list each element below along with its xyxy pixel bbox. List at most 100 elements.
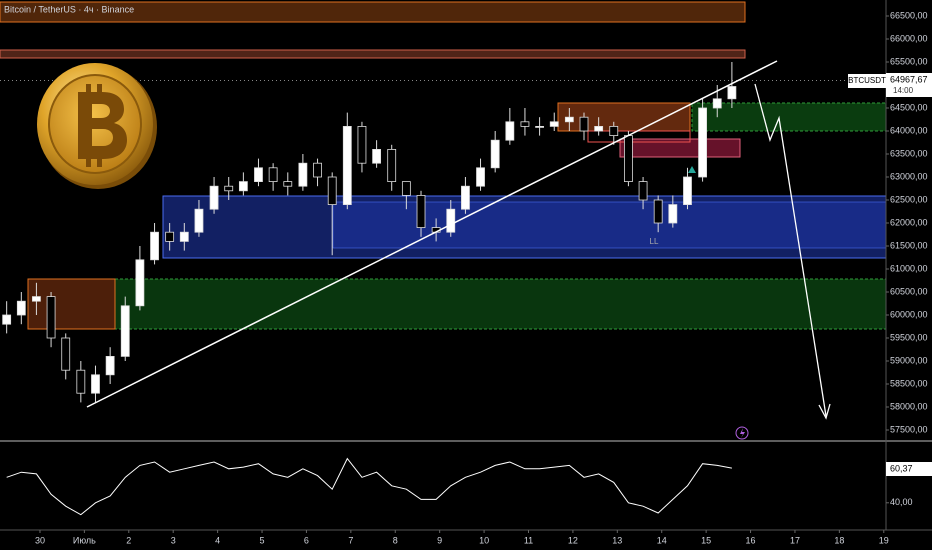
candle-body xyxy=(150,231,159,261)
candle-body xyxy=(268,167,278,182)
candle-body xyxy=(179,231,189,242)
x-tick-label: 3 xyxy=(171,535,176,545)
candle-body xyxy=(16,300,26,316)
y-tick-label: 60500,00 xyxy=(890,286,928,296)
candle-body xyxy=(194,208,204,233)
candle-body xyxy=(638,181,648,201)
candle-body xyxy=(535,125,544,128)
candle-body xyxy=(609,125,619,136)
rsi-tag xyxy=(886,462,932,476)
arrow-head xyxy=(818,403,831,420)
x-tick-label: 17 xyxy=(790,535,800,545)
y-tick-label: 63500,00 xyxy=(890,148,928,158)
candle-body xyxy=(357,125,367,164)
candle-body xyxy=(579,116,589,132)
annotation: LL xyxy=(650,237,659,246)
y-tick-label: 58500,00 xyxy=(890,378,928,388)
candle-body xyxy=(461,185,470,210)
y-tick-label: 62000,00 xyxy=(890,217,928,227)
candle-body xyxy=(712,98,722,109)
zone xyxy=(27,278,116,330)
candle-body xyxy=(2,314,12,325)
x-tick-label: 16 xyxy=(746,535,756,545)
candle-body xyxy=(327,176,337,205)
projection-arrow xyxy=(754,83,827,417)
x-tick-label: 7 xyxy=(348,535,353,545)
y-tick-label: 63000,00 xyxy=(890,171,928,181)
y-tick-label: 66000,00 xyxy=(890,33,928,43)
x-tick-label: 9 xyxy=(437,535,442,545)
symbol-tag xyxy=(848,74,886,88)
candle-body xyxy=(298,162,308,187)
candle-body xyxy=(342,125,352,205)
candle-body xyxy=(505,121,515,141)
candle-body xyxy=(165,231,175,242)
x-tick-label: 6 xyxy=(304,535,309,545)
zone xyxy=(114,278,887,330)
rsi-line xyxy=(6,457,732,516)
candle-body xyxy=(120,305,130,357)
y-tick-label: 59500,00 xyxy=(890,332,928,342)
candle-body xyxy=(209,185,219,210)
x-tick-label: 2 xyxy=(126,535,131,545)
candle-body xyxy=(416,194,426,228)
x-tick-label: Июль xyxy=(73,535,96,545)
y-tick-label: 60000,00 xyxy=(890,309,928,319)
candle-body xyxy=(105,355,115,376)
y-tick-label: 64500,00 xyxy=(890,102,928,112)
zone xyxy=(619,138,741,158)
candle-body xyxy=(61,337,71,371)
y-tick-label: 40,00 xyxy=(890,497,913,507)
y-tick-label: 66500,00 xyxy=(890,10,928,20)
candle-body xyxy=(135,259,145,307)
candle-body xyxy=(91,374,100,394)
candle-body xyxy=(594,125,604,132)
trendline xyxy=(86,60,778,408)
y-tick-label: 64000,00 xyxy=(890,125,928,135)
candle-body xyxy=(254,167,263,182)
price-tag xyxy=(886,73,932,97)
candle-body xyxy=(698,107,707,178)
zone xyxy=(0,49,746,59)
candle-body xyxy=(653,199,663,224)
x-tick-label: 13 xyxy=(612,535,622,545)
candle-body xyxy=(401,181,411,196)
alert-icon[interactable] xyxy=(735,426,749,440)
zone xyxy=(691,102,887,132)
zone xyxy=(0,1,746,23)
x-tick-label: 18 xyxy=(834,535,844,545)
x-tick-label: 15 xyxy=(701,535,711,545)
x-tick-label: 30 xyxy=(35,535,45,545)
x-tick-label: 12 xyxy=(568,535,578,545)
candle-body xyxy=(549,121,559,127)
candle-body xyxy=(520,121,530,127)
x-tick-label: 4 xyxy=(215,535,220,545)
rsi-last: 60,37 xyxy=(890,463,913,473)
last-price: 64967,67 xyxy=(890,74,928,84)
marks xyxy=(2,61,737,516)
marker xyxy=(688,166,696,173)
x-tick-label: 10 xyxy=(479,535,489,545)
x-tick-label: 14 xyxy=(657,535,667,545)
zone xyxy=(332,201,887,249)
zone xyxy=(162,195,887,259)
zone xyxy=(557,102,691,132)
candle-body xyxy=(283,181,293,187)
candle-body xyxy=(46,296,56,339)
candle-body xyxy=(476,167,485,187)
candle-body xyxy=(683,176,692,205)
x-tick-label: 11 xyxy=(524,535,533,545)
alert-icon-glyph xyxy=(740,428,745,438)
candle-body xyxy=(387,148,397,182)
candle-body xyxy=(224,185,234,192)
y-tick-label: 59000,00 xyxy=(890,355,928,365)
y-tick-label: 65500,00 xyxy=(890,56,928,66)
y-tick-label: 58000,00 xyxy=(890,401,928,411)
candle-body xyxy=(313,162,322,178)
candle-body xyxy=(238,181,248,192)
chart-title: Bitcoin / TetherUS · 4ч · Binance xyxy=(4,4,134,14)
candle-body xyxy=(76,369,86,394)
candle-body xyxy=(32,296,41,302)
x-tick-label: 8 xyxy=(393,535,398,545)
